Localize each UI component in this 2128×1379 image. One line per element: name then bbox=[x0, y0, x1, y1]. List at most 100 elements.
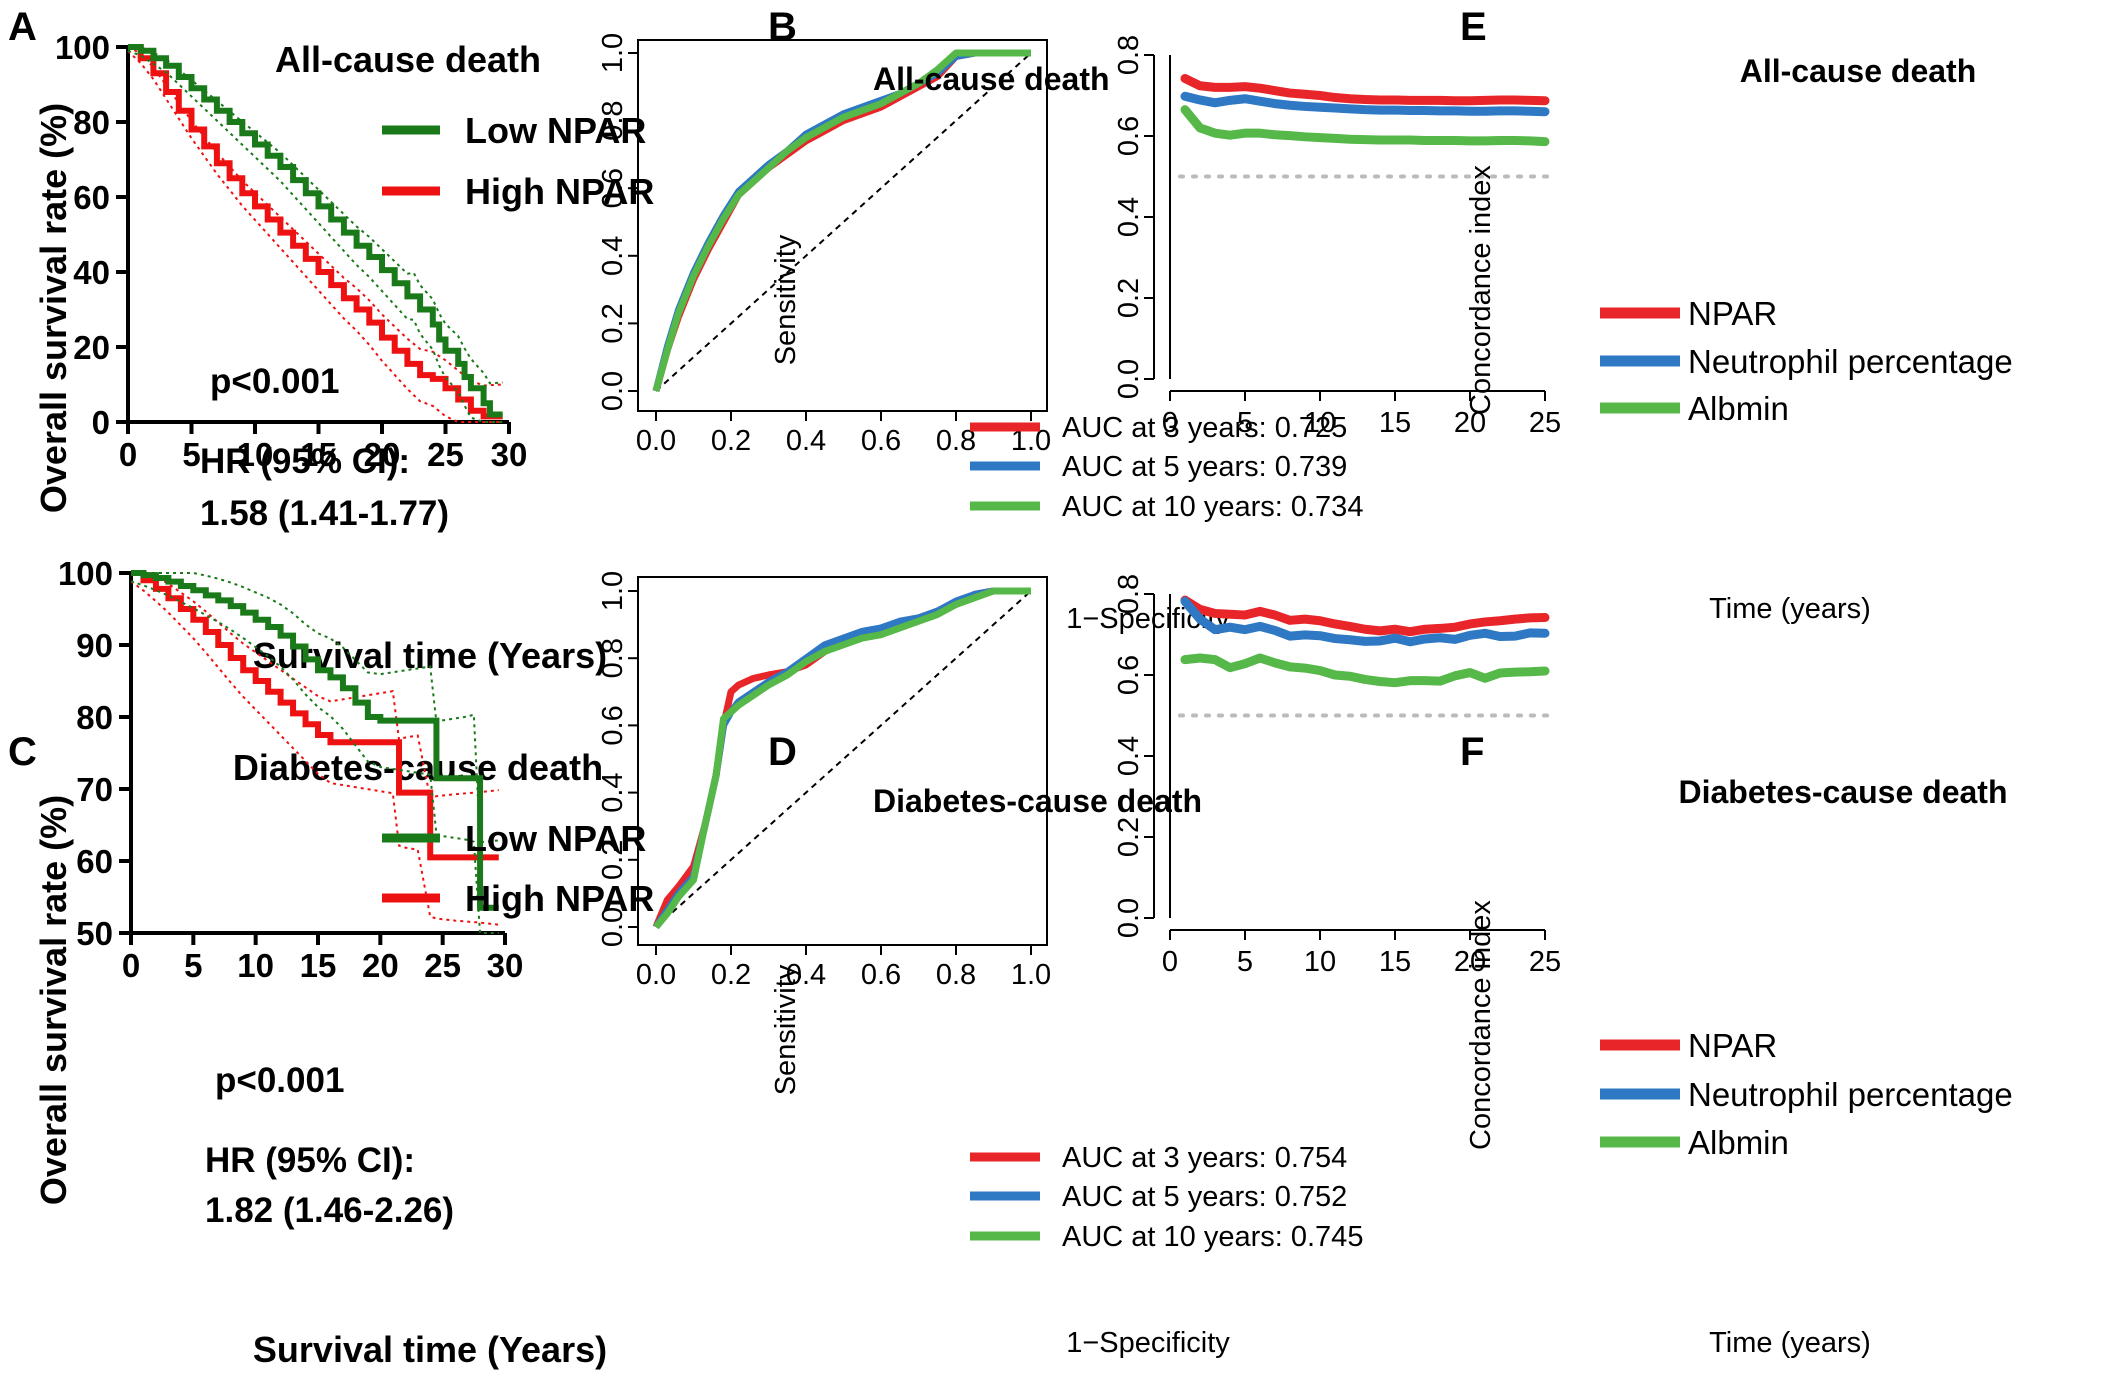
roc-b-ylabel: Sensitivity bbox=[770, 234, 802, 365]
km-a-hr-label: HR (95% CI): bbox=[200, 442, 410, 481]
y-tick-label: 0.2 bbox=[1113, 817, 1145, 857]
roc-d-ylabel: Sensitivity bbox=[770, 964, 802, 1095]
km-c-hr-value: 1.82 (1.46-2.26) bbox=[205, 1191, 454, 1230]
y-tick-label: 0.8 bbox=[597, 100, 629, 140]
x-tick-label: 0.6 bbox=[861, 425, 901, 457]
km-c-title: Diabetes-cause death bbox=[233, 747, 603, 788]
x-tick-label: 25 bbox=[1529, 407, 1561, 439]
km-c-ylabel: Overall survival rate (%) bbox=[33, 795, 74, 1205]
y-tick-label: 0.8 bbox=[1113, 35, 1145, 75]
panel-letter-d: D bbox=[768, 730, 797, 774]
x-tick-label: 15 bbox=[300, 947, 337, 984]
km-a-series bbox=[127, 44, 503, 423]
panel-letter-a: A bbox=[8, 5, 37, 49]
cindex-e-axes: 0.0 0.2 0.4 0.6 0.8 0 5 10 15 20 25 bbox=[1113, 35, 1561, 439]
y-tick-label: 1.0 bbox=[597, 571, 629, 611]
legend-label-high-npar: High NPAR bbox=[465, 878, 654, 919]
x-tick-label: 0 bbox=[1162, 946, 1178, 978]
y-tick-label: 0.8 bbox=[597, 638, 629, 678]
cindex-f-title: Diabetes-cause death bbox=[1678, 774, 2007, 810]
roc-d-axes: 0.0 0.2 0.4 0.6 0.8 1.0 0.0 0.2 0.4 0.6 0.8 1.0 bbox=[597, 571, 1051, 991]
y-tick-label: 60 bbox=[73, 179, 110, 216]
y-tick-label: 0 bbox=[92, 404, 110, 441]
km-a-hr-value: 1.58 (1.41-1.77) bbox=[200, 494, 449, 533]
roc-d-title: Diabetes-cause death bbox=[873, 783, 1202, 819]
x-tick-label: 1.0 bbox=[1011, 959, 1051, 991]
km-a-p-value: p<0.001 bbox=[210, 362, 339, 401]
cindex-f-series bbox=[1180, 595, 1550, 688]
y-tick-label: 20 bbox=[73, 329, 110, 366]
legend-label-low-npar: Low NPAR bbox=[465, 818, 646, 859]
roc-b-series bbox=[652, 49, 1031, 392]
y-tick-label: 40 bbox=[73, 254, 110, 291]
roc-b-title: All-cause death bbox=[873, 61, 1110, 97]
x-tick-label: 20 bbox=[362, 947, 399, 984]
km-c-hr-label: HR (95% CI): bbox=[205, 1141, 415, 1180]
y-tick-label: 0.2 bbox=[597, 840, 629, 880]
x-tick-label: 20 bbox=[1454, 946, 1486, 978]
y-tick-label: 1.0 bbox=[597, 33, 629, 73]
legend-label-auc-3y: AUC at 3 years: 0.754 bbox=[1062, 1142, 1347, 1174]
y-tick-label: 0.0 bbox=[597, 907, 629, 947]
x-tick-label: 0.0 bbox=[636, 425, 676, 457]
x-tick-label: 5 bbox=[182, 436, 200, 473]
ci-band-high-npar bbox=[127, 46, 503, 387]
x-tick-label: 0.8 bbox=[936, 959, 976, 991]
legend-label-neutrophil: Neutrophil percentage bbox=[1688, 343, 2013, 380]
x-tick-label: 5 bbox=[1237, 946, 1253, 978]
y-tick-label: 100 bbox=[55, 29, 110, 66]
y-tick-label: 90 bbox=[76, 627, 113, 664]
km-a-xlabel: Survival time (Years) bbox=[253, 635, 607, 676]
x-tick-label: 5 bbox=[184, 947, 202, 984]
roc-d-series bbox=[652, 587, 1031, 930]
x-tick-label: 0.8 bbox=[936, 425, 976, 457]
x-tick-label: 15 bbox=[1379, 946, 1411, 978]
legend-label-albmin: Albmin bbox=[1688, 390, 1789, 427]
y-tick-label: 0.8 bbox=[1113, 574, 1145, 614]
km-a-title: All-cause death bbox=[275, 39, 541, 80]
x-tick-label: 25 bbox=[424, 947, 461, 984]
x-tick-label: 25 bbox=[427, 436, 464, 473]
cindex-f-xlabel: Time (years) bbox=[1709, 1327, 1871, 1359]
x-tick-label: 10 bbox=[1304, 946, 1336, 978]
cindex-curve-neutrophil bbox=[1180, 596, 1550, 647]
roc-curve-10y bbox=[652, 49, 1031, 392]
x-tick-label: 25 bbox=[1529, 946, 1561, 978]
x-tick-label: 15 bbox=[300, 436, 337, 473]
y-tick-label: 0.4 bbox=[597, 772, 629, 812]
legend-label-auc-10y: AUC at 10 years: 0.734 bbox=[1062, 491, 1363, 523]
x-tick-label: 0 bbox=[122, 947, 140, 984]
km-c-xlabel: Survival time (Years) bbox=[253, 1329, 607, 1370]
x-tick-label: 10 bbox=[237, 947, 274, 984]
survival-curve-low-npar bbox=[128, 44, 503, 418]
panel-letter-f: F bbox=[1460, 730, 1484, 774]
x-tick-label: 0.6 bbox=[861, 959, 901, 991]
x-tick-label: 0.2 bbox=[711, 425, 751, 457]
y-tick-label: 0.2 bbox=[1113, 278, 1145, 318]
legend-label-auc-5y: AUC at 5 years: 0.752 bbox=[1062, 1181, 1347, 1213]
survival-curve-low-npar bbox=[131, 570, 499, 911]
ci-band-low-npar bbox=[127, 49, 503, 423]
panel-letter-c: C bbox=[8, 730, 37, 774]
roc-curve-10y bbox=[653, 587, 1031, 930]
y-tick-label: 0.0 bbox=[1113, 359, 1145, 399]
roc-panel-d: 0.0 0.2 0.4 0.6 0.8 1.0 0.0 0.2 0.4 0.6 0.8 1.0 Dia… bbox=[597, 571, 1363, 1359]
y-tick-label: 0.6 bbox=[1113, 116, 1145, 156]
x-tick-label: 0.4 bbox=[786, 425, 826, 457]
ci-band-low-npar bbox=[128, 46, 503, 385]
x-tick-label: 10 bbox=[1304, 407, 1336, 439]
km-c-p-value: p<0.001 bbox=[215, 1061, 344, 1100]
legend-label-albmin: Albmin bbox=[1688, 1124, 1789, 1161]
x-tick-label: 0 bbox=[119, 436, 137, 473]
y-tick-label: 0.4 bbox=[1113, 197, 1145, 237]
cindex-e-title: All-cause death bbox=[1740, 53, 1977, 89]
y-tick-label: 80 bbox=[76, 699, 113, 736]
y-tick-label: 0.4 bbox=[597, 236, 629, 276]
y-tick-label: 80 bbox=[73, 104, 110, 141]
y-tick-label: 0.6 bbox=[597, 168, 629, 208]
legend-label-auc-3y: AUC at 3 years: 0.725 bbox=[1062, 412, 1347, 444]
diagonal-reference bbox=[655, 590, 1032, 928]
roc-panel-b: 0.0 0.2 0.4 0.6 0.8 1.0 0.0 0.2 0.4 0.6 0.8 1.0 All… bbox=[597, 33, 1363, 635]
cindex-e-series bbox=[1180, 73, 1550, 147]
